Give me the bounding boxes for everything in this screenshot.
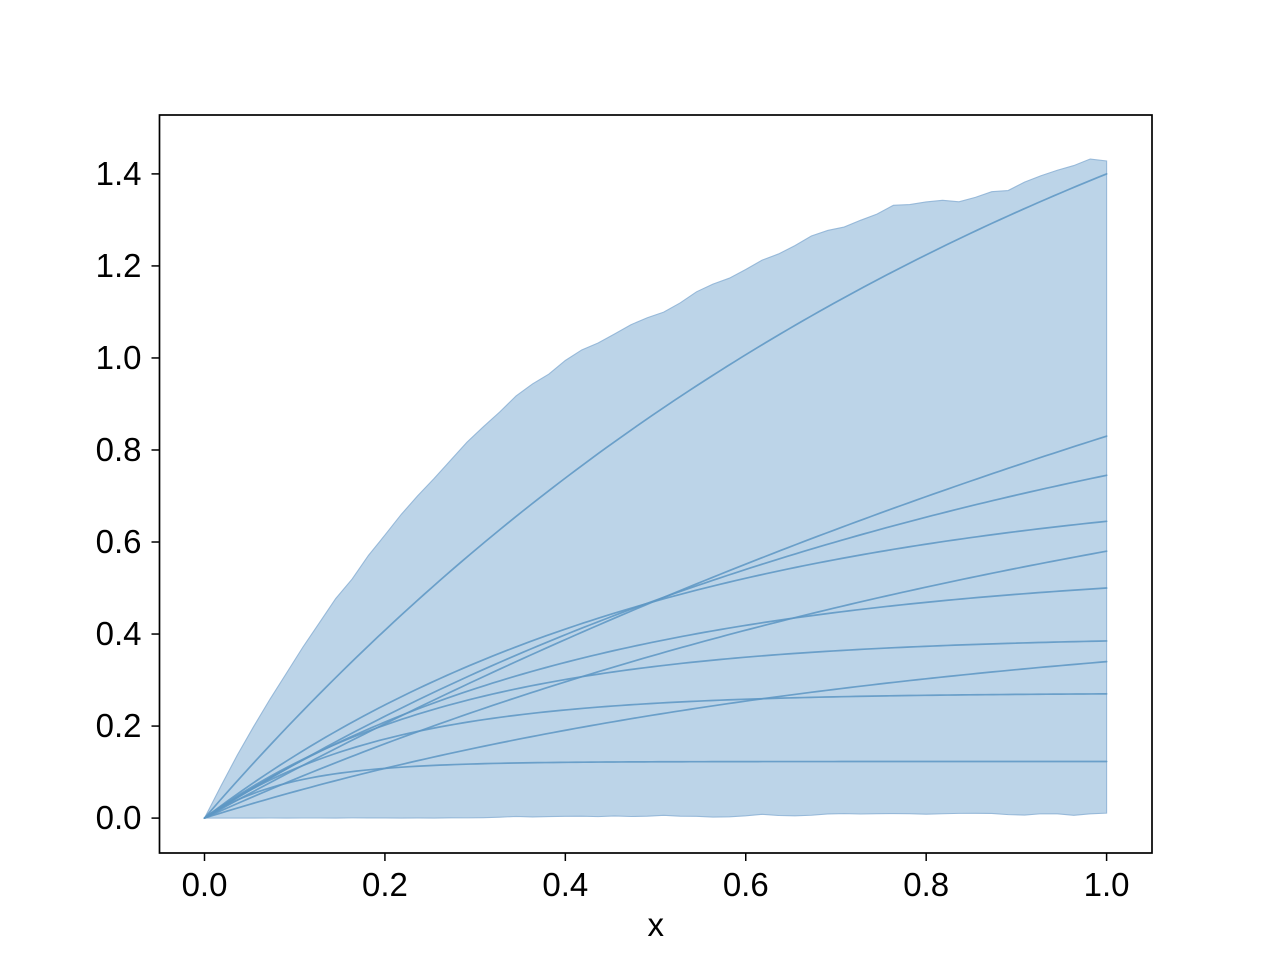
svg-text:1.2: 1.2	[96, 247, 142, 284]
svg-text:0.6: 0.6	[96, 523, 142, 560]
svg-text:0.2: 0.2	[96, 707, 142, 744]
svg-text:1.4: 1.4	[96, 155, 142, 192]
svg-text:0.0: 0.0	[182, 866, 228, 903]
svg-text:0.4: 0.4	[542, 866, 588, 903]
svg-text:0.0: 0.0	[96, 799, 142, 836]
svg-text:0.2: 0.2	[362, 866, 408, 903]
svg-text:0.8: 0.8	[96, 431, 142, 468]
svg-text:1.0: 1.0	[1084, 866, 1130, 903]
svg-text:x: x	[648, 906, 665, 943]
svg-text:0.8: 0.8	[903, 866, 949, 903]
svg-text:1.0: 1.0	[96, 339, 142, 376]
svg-text:0.4: 0.4	[96, 615, 142, 652]
svg-text:0.6: 0.6	[723, 866, 769, 903]
